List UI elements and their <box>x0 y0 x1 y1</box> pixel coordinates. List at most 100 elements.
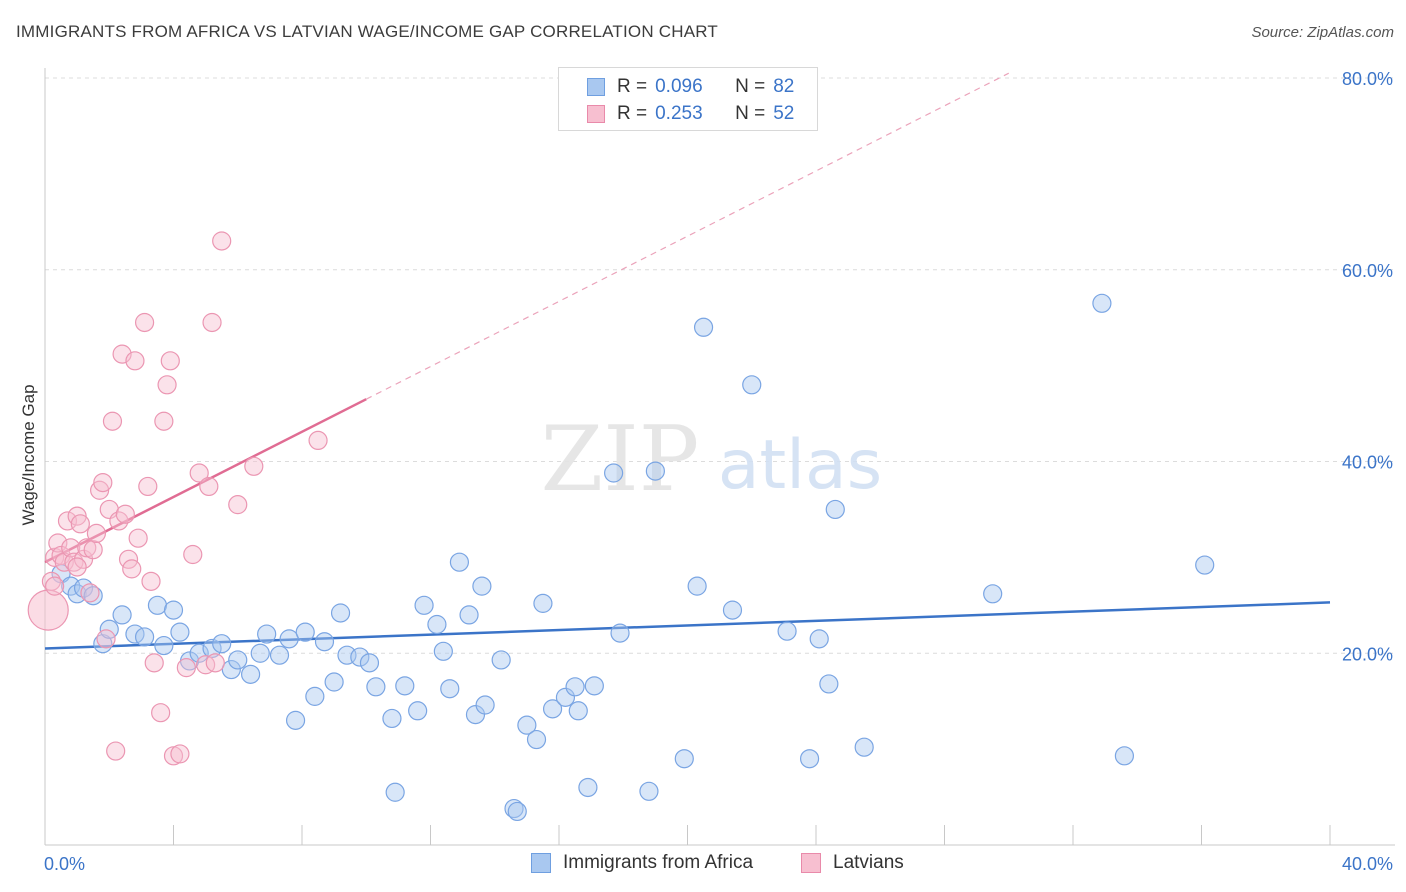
point-africa <box>507 801 527 822</box>
point-africa <box>809 629 829 649</box>
point-latvians <box>134 312 155 333</box>
point-africa <box>147 595 168 615</box>
legend-swatch-africa <box>531 853 551 873</box>
watermark-atlas: atlas <box>718 426 882 505</box>
point-latvians <box>96 629 116 649</box>
point-africa <box>241 664 261 684</box>
point-latvians <box>212 231 232 251</box>
point-latvians <box>308 430 328 451</box>
point-africa <box>639 781 659 801</box>
point-africa <box>324 672 344 692</box>
point-africa <box>693 317 714 337</box>
point-africa <box>295 622 315 642</box>
point-africa <box>555 687 576 707</box>
point-africa <box>475 695 495 715</box>
point-latvians <box>83 540 103 560</box>
legend-r-label: R = <box>617 103 648 124</box>
legend-item-latvians[interactable]: Latvians <box>801 852 904 874</box>
point-africa <box>257 624 277 644</box>
point-africa <box>314 632 335 652</box>
point-africa <box>687 576 707 596</box>
legend-n-value: 52 <box>773 103 795 124</box>
point-africa <box>1195 555 1215 575</box>
point-latvians <box>27 589 69 631</box>
point-africa <box>408 701 428 721</box>
point-africa <box>610 623 630 643</box>
point-africa <box>385 782 405 802</box>
point-africa <box>269 645 290 665</box>
point-latvians <box>202 312 222 333</box>
point-africa <box>459 605 479 625</box>
chart-source: Source: ZipAtlas.com <box>1251 24 1394 41</box>
point-latvians <box>122 559 142 579</box>
point-latvians <box>102 411 123 431</box>
point-africa <box>83 586 103 606</box>
point-africa <box>134 627 155 647</box>
point-latvians <box>93 472 113 493</box>
trend-lines <box>44 72 1331 650</box>
point-latvians <box>141 571 161 591</box>
point-africa <box>449 552 470 572</box>
legend-swatch-africa <box>587 78 605 96</box>
point-africa <box>517 715 537 735</box>
y-tick-label: 60.0% <box>1342 261 1393 281</box>
point-africa <box>777 621 797 641</box>
point-latvians <box>170 744 190 764</box>
y-tick-label: 40.0% <box>1342 453 1393 473</box>
point-latvians <box>176 658 196 678</box>
point-africa <box>366 677 386 697</box>
point-africa <box>279 629 299 649</box>
point-africa <box>212 634 232 654</box>
legend-n-label: N = <box>735 103 766 124</box>
point-latvians <box>90 480 110 500</box>
point-africa <box>504 798 524 819</box>
point-africa <box>799 749 820 769</box>
point-latvians <box>67 506 87 526</box>
point-africa <box>202 638 222 659</box>
point-africa <box>350 647 370 667</box>
legend-r-value: 0.096 <box>655 76 703 97</box>
grid-lines <box>45 77 1395 654</box>
point-latvians <box>106 741 126 761</box>
point-latvians <box>73 549 94 569</box>
point-africa <box>170 622 190 642</box>
point-latvians <box>189 463 209 483</box>
point-africa <box>565 677 585 697</box>
point-africa <box>382 708 402 729</box>
x-tick-label: 40.0% <box>1342 854 1393 874</box>
point-latvians <box>228 495 248 515</box>
point-latvians <box>45 576 65 596</box>
data-points <box>27 231 1215 822</box>
watermark-zip: ZIP <box>541 407 700 512</box>
legend-label-africa: Immigrants from Africa <box>563 852 754 873</box>
point-latvians <box>125 351 145 371</box>
trend-line-africa <box>44 601 1331 650</box>
point-latvians <box>61 538 81 558</box>
point-africa <box>228 650 248 670</box>
point-africa <box>578 777 598 798</box>
point-africa <box>427 614 447 635</box>
point-africa <box>154 635 174 656</box>
point-africa <box>983 584 1003 604</box>
point-africa <box>674 749 694 769</box>
point-africa <box>645 461 665 481</box>
point-latvians <box>115 504 135 524</box>
point-africa <box>1114 746 1135 766</box>
point-africa <box>414 595 434 615</box>
point-latvians <box>138 476 158 497</box>
point-africa <box>472 576 492 596</box>
point-africa <box>722 600 743 620</box>
point-africa <box>359 653 380 673</box>
legend-swatch-latvians <box>801 853 821 873</box>
watermark: ZIP atlas <box>541 407 882 512</box>
point-africa <box>330 603 351 623</box>
trend-line-latvians <box>44 398 367 564</box>
chart-title: IMMIGRANTS FROM AFRICA VS LATVIAN WAGE/I… <box>16 22 718 41</box>
point-latvians <box>244 456 264 476</box>
point-africa <box>825 499 845 520</box>
point-latvians <box>205 653 225 673</box>
legend-item-africa[interactable]: Immigrants from Africa <box>531 852 753 874</box>
point-latvians <box>80 583 100 603</box>
point-africa <box>584 676 604 696</box>
